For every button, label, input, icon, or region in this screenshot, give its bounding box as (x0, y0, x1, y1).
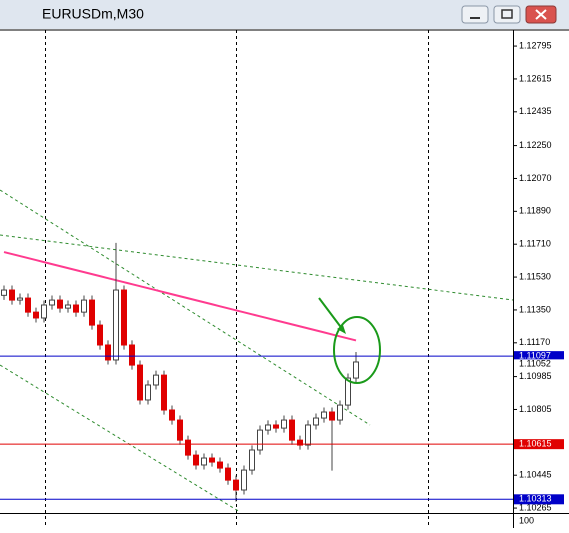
y-tick-label: 1.11530 (519, 271, 551, 281)
annotation (318, 297, 381, 384)
candle-body (169, 409, 175, 421)
minimize-button[interactable] (461, 5, 489, 24)
candle-body (145, 384, 151, 401)
candle-body (233, 479, 239, 491)
price-level-tag (514, 439, 564, 450)
candle-body (113, 289, 119, 361)
candle-body (153, 374, 159, 386)
y-tick-label: 1.12070 (519, 173, 552, 183)
candle-body (49, 299, 55, 306)
price-level-label: 1.10615 (519, 439, 552, 449)
candle-body (65, 304, 71, 309)
trendline (0, 364, 241, 513)
candle-body (329, 411, 335, 421)
candle-body (41, 304, 47, 319)
candle-body (105, 344, 111, 361)
candle-body (305, 424, 311, 446)
y-tick-label: 1.12615 (519, 73, 552, 83)
candle-body (281, 419, 287, 429)
price-level-label: 1.11097 (519, 351, 551, 361)
y-tick-label: 1.10985 (519, 371, 552, 381)
candle-body (33, 311, 39, 319)
candle-body (297, 439, 303, 446)
candle-body (9, 289, 15, 301)
y-tick-label: 1.10265 (519, 502, 552, 512)
candle-body (265, 424, 271, 431)
y-tick-label: 1.11710 (519, 239, 551, 249)
y-tick-label: 1.12795 (519, 40, 552, 50)
candle-body (217, 461, 223, 469)
candle-body (185, 439, 191, 456)
price-level-tag (514, 351, 564, 362)
y-tick-label: 1.12250 (519, 140, 552, 150)
price-level-tag (514, 494, 564, 505)
trendline (0, 189, 371, 426)
y-tick-label: 1.10445 (519, 470, 552, 480)
bid-label: 1.11052 (519, 359, 551, 369)
candle-body (25, 297, 31, 313)
trendline (0, 234, 514, 301)
candle-body (57, 299, 63, 309)
candle-body (97, 324, 103, 346)
candle-body (161, 374, 167, 411)
plot-area (0, 242, 513, 502)
candle-body (321, 411, 327, 419)
arrow-head (337, 325, 346, 334)
y-tick-label: 1.10805 (519, 404, 552, 414)
arrow-shaft (318, 297, 344, 331)
candle-body (73, 304, 79, 313)
candle-body (249, 449, 255, 471)
candle-body (1, 289, 7, 296)
y-tick-label: 1.12435 (519, 106, 552, 116)
candle-body (81, 299, 87, 313)
maximize-icon (501, 9, 513, 19)
candle-body (129, 344, 135, 366)
candle-body (209, 457, 215, 463)
window-buttons[interactable] (461, 5, 557, 24)
y-tick-label: 1.11890 (519, 206, 551, 216)
close-icon (535, 9, 547, 20)
candle-body (193, 454, 199, 466)
candle-body (337, 404, 343, 421)
candle-body (201, 457, 207, 466)
price-level-label: 1.10313 (519, 494, 552, 504)
y-tick-label: 1.11350 (519, 304, 551, 314)
candle-body (353, 361, 359, 379)
candle-body (257, 429, 263, 451)
candle-body (289, 419, 295, 441)
time-separators (45, 30, 429, 528)
candle-body (241, 469, 247, 491)
candle-body (17, 297, 23, 301)
subwindow-label: 100 (519, 515, 534, 525)
candle-body (89, 299, 95, 326)
candle-body (177, 419, 183, 441)
trendlines (0, 189, 514, 513)
candle-body (273, 424, 279, 429)
moving-average (3, 251, 357, 342)
maximize-button[interactable] (493, 5, 521, 24)
bid-tag (514, 359, 564, 370)
candle-body (121, 289, 127, 346)
window-title: EURUSDm,M30 (42, 6, 144, 22)
highlight-circle (333, 316, 381, 384)
candle-body (345, 377, 351, 406)
candle-body (225, 467, 231, 481)
candle-body (137, 364, 143, 401)
candle-body (313, 417, 319, 426)
y-tick-label: 1.11170 (519, 337, 550, 347)
